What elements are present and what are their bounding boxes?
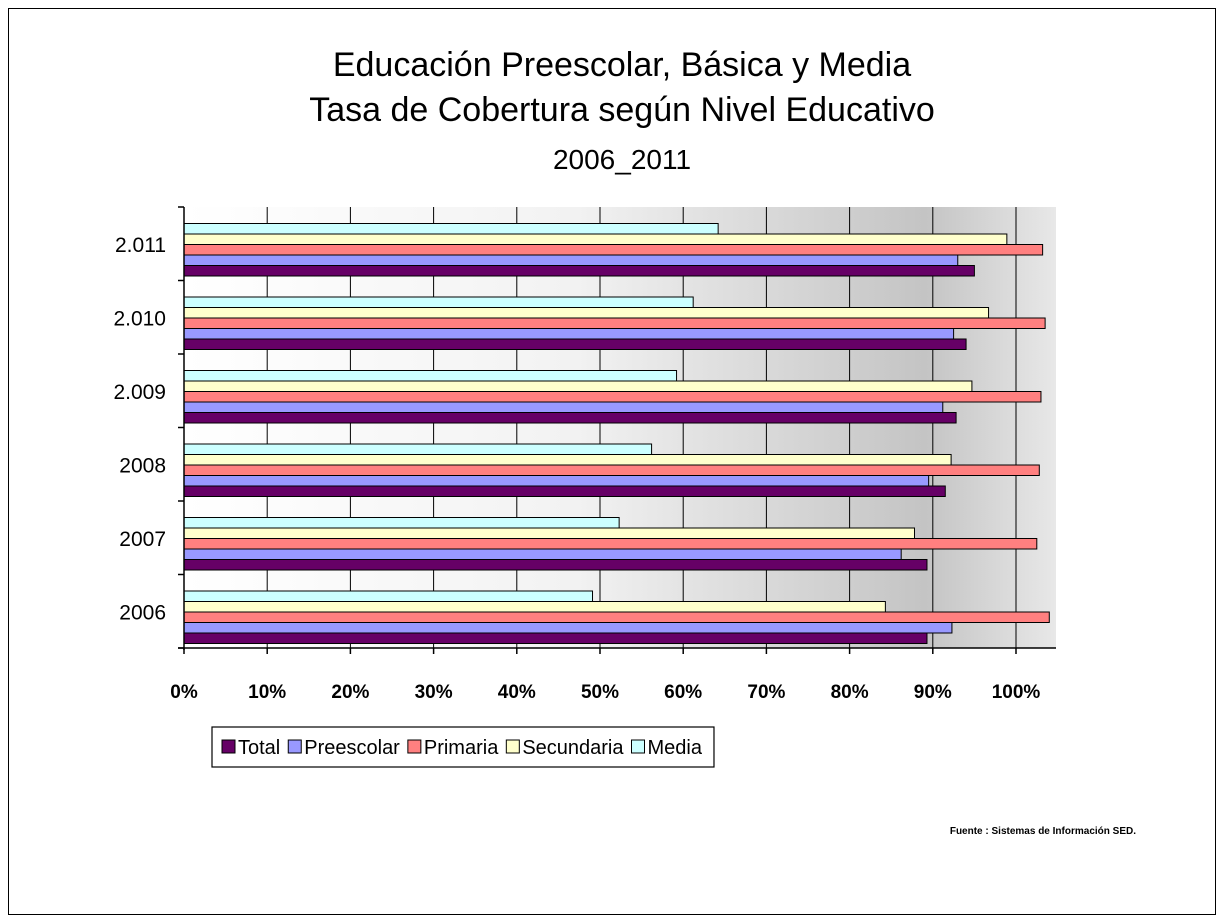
bar-media-2.010	[183, 296, 694, 308]
x-tick-label: 90%	[914, 682, 952, 703]
legend-swatch-secundaria	[505, 739, 520, 754]
legend-label-media: Media	[648, 737, 703, 759]
y-tick-label: 2007	[119, 528, 166, 551]
x-tick-label: 10%	[248, 682, 286, 703]
bar-secundaria-2006	[183, 601, 886, 613]
bar-preescolar-2.009	[183, 401, 944, 413]
bar-total-2.009	[183, 412, 957, 424]
legend-label-total: Total	[238, 737, 280, 759]
y-tick-label: 2008	[119, 454, 166, 477]
bar-total-2008	[183, 485, 946, 497]
y-tick-label: 2.011	[115, 234, 166, 257]
y-tick-labels: 2006 2007 2008 2.009 2.010 2.011	[113, 234, 166, 625]
plot-area	[184, 207, 1056, 648]
legend-swatch-primaria	[407, 739, 422, 754]
bar-primaria-2.011	[183, 244, 1044, 256]
bar-primaria-2.010	[183, 317, 1046, 329]
bar-primaria-2006	[183, 611, 1050, 623]
x-tick-label: 0%	[170, 682, 198, 703]
bar-preescolar-2.010	[183, 328, 955, 340]
x-tick-label: 80%	[831, 682, 869, 703]
bar-primaria-2008	[183, 464, 1040, 476]
bar-total-2007	[183, 559, 928, 571]
chart-subtitle: 2006_2011	[553, 144, 691, 175]
bar-total-2006	[183, 632, 928, 644]
legend-swatch-total	[221, 739, 236, 754]
bar-preescolar-2.011	[183, 254, 959, 266]
legend-swatch-preescolar	[287, 739, 302, 754]
chart-title-line-1: Educación Preescolar, Básica y Media	[333, 46, 911, 84]
bar-preescolar-2008	[183, 475, 930, 487]
x-tick-label: 70%	[747, 682, 785, 703]
legend-swatch-media	[631, 739, 645, 754]
y-tick-label: 2.009	[113, 381, 166, 404]
axes-group	[178, 206, 1056, 654]
bar-secundaria-2.009	[183, 380, 973, 392]
bar-primaria-2.009	[183, 391, 1042, 403]
gridlines	[266, 207, 1017, 648]
y-tick-label: 2006	[119, 601, 166, 624]
chart-title-line-2: Tasa de Cobertura según Nivel Educativo	[309, 91, 935, 129]
bar-media-2.011	[183, 223, 719, 235]
bar-secundaria-2.010	[183, 307, 990, 319]
bar-primaria-2007	[183, 538, 1038, 550]
bar-total-2.010	[183, 338, 967, 350]
x-tick-label: 20%	[331, 682, 369, 703]
bar-media-2.009	[183, 370, 678, 382]
bar-preescolar-2006	[183, 622, 953, 634]
bar-total-2.011	[183, 265, 975, 277]
legend-label-secundaria: Secundaria	[522, 737, 624, 759]
bar-secundaria-2.011	[183, 233, 1008, 245]
bar-preescolar-2007	[183, 548, 902, 560]
y-tick-label: 2.010	[113, 307, 166, 330]
source-note: Fuente : Sistemas de Información SED.	[950, 826, 1136, 837]
bar-media-2006	[183, 590, 594, 602]
legend-label-primaria: Primaria	[424, 737, 499, 759]
x-tick-labels: 0% 10% 20% 30% 40% 50% 60% 70% 80% 90% 100%	[170, 682, 1040, 703]
x-tick-label: 40%	[498, 682, 536, 703]
legend: Total Preescolar Primaria Secundaria Media	[211, 726, 715, 768]
x-tick-label: 30%	[415, 682, 453, 703]
x-tick-label: 100%	[992, 682, 1041, 703]
legend-label-preescolar: Preescolar	[304, 737, 400, 759]
x-tick-label: 60%	[664, 682, 702, 703]
bar-secundaria-2008	[183, 454, 952, 466]
bar-media-2007	[183, 517, 620, 529]
bar-secundaria-2007	[183, 527, 915, 539]
bar-media-2008	[183, 443, 653, 455]
x-tick-label: 50%	[581, 682, 619, 703]
